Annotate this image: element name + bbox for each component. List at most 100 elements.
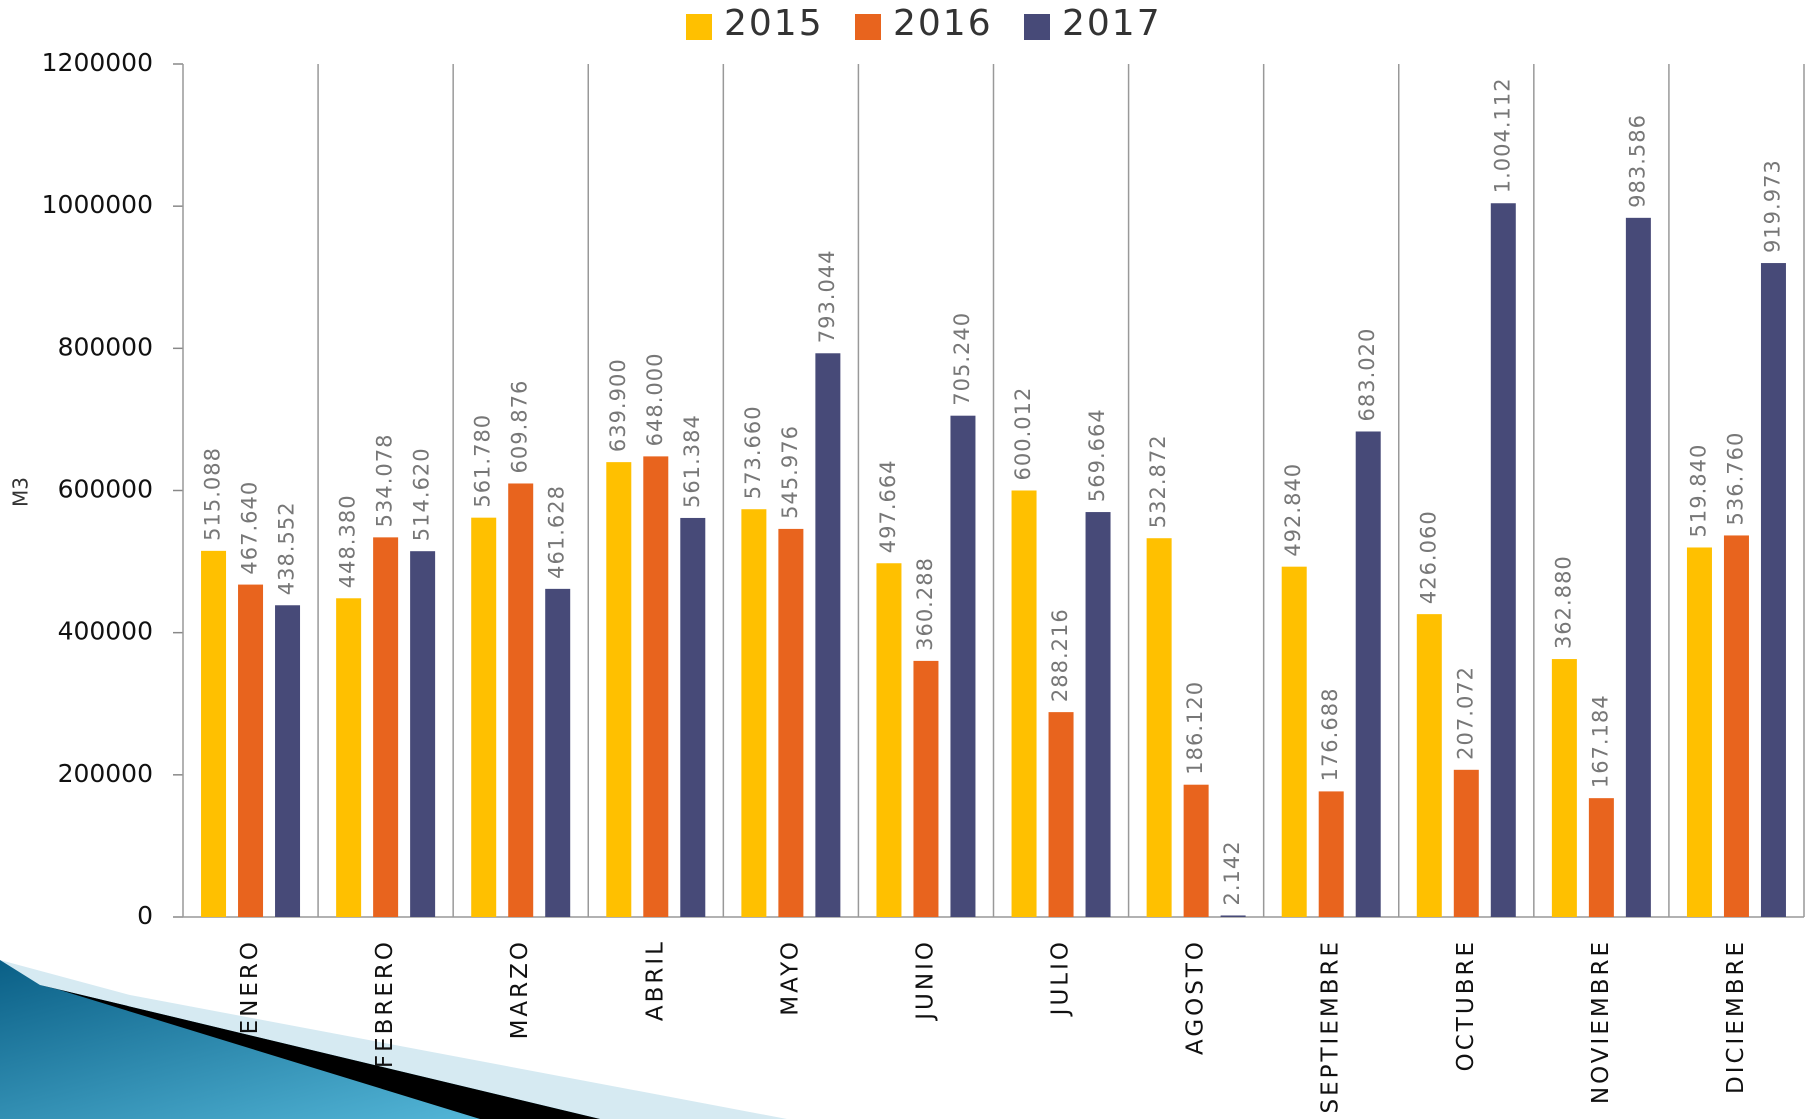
bar (238, 584, 264, 917)
bar (1220, 915, 1246, 917)
data-label: 683.020 (1355, 328, 1379, 422)
x-tick-label: DICIEMBRE (1723, 939, 1749, 1094)
data-label: 515.088 (201, 447, 225, 541)
data-label: 573.660 (741, 405, 765, 499)
bar (1551, 659, 1577, 917)
x-tick-label: MAYO (777, 939, 803, 1016)
bar (1490, 203, 1516, 917)
bar (1453, 769, 1479, 917)
bar (1625, 217, 1651, 917)
x-tick-label: AGOSTO (1183, 939, 1209, 1055)
y-tick-label: 1200000 (42, 48, 153, 77)
data-label: 600.012 (1011, 387, 1035, 481)
data-label: 497.664 (876, 459, 900, 553)
bar (913, 660, 939, 917)
data-label: 288.216 (1048, 608, 1072, 702)
bar (1416, 614, 1442, 917)
bar (876, 563, 902, 917)
x-tick-label: SEPTIEMBRE (1318, 939, 1344, 1114)
decor-blue (0, 960, 600, 1119)
data-label: 207.072 (1453, 666, 1477, 760)
data-label: 448.380 (336, 494, 360, 588)
data-label: 561.780 (471, 414, 495, 508)
y-tick-label: 1000000 (42, 190, 153, 219)
data-label: 534.078 (373, 434, 397, 528)
data-label: 536.760 (1723, 432, 1747, 526)
data-label: 639.900 (606, 358, 630, 452)
data-label: 532.872 (1146, 434, 1170, 528)
bar (1146, 538, 1172, 917)
x-tick-label: JULIO (1048, 939, 1074, 1017)
data-label: 609.876 (508, 380, 532, 474)
data-label: 186.120 (1183, 681, 1207, 775)
bar (373, 537, 399, 917)
legend-label: 2017 (1062, 3, 1162, 44)
bar (545, 588, 571, 917)
x-tick-label: MARZO (507, 939, 533, 1039)
legend-swatch (1024, 14, 1050, 40)
data-label: 438.552 (275, 501, 299, 595)
bar (1355, 431, 1381, 917)
bar (1281, 566, 1307, 917)
legend-label: 2015 (724, 3, 824, 44)
bar (275, 605, 301, 917)
decor-black (40, 985, 600, 1119)
bar (1318, 791, 1344, 917)
y-tick-label: 400000 (58, 617, 153, 646)
legend-swatch (686, 14, 712, 40)
bar (1183, 784, 1209, 917)
data-label: 561.384 (680, 414, 704, 508)
bar (643, 456, 669, 917)
bar (815, 353, 841, 917)
bar (1588, 798, 1614, 917)
bar (1085, 512, 1111, 917)
legend-label: 2016 (893, 3, 993, 44)
data-label: 1.004.112 (1490, 77, 1514, 193)
bar (606, 462, 632, 917)
x-tick-label: FEBRERO (372, 939, 398, 1068)
data-label: 467.640 (238, 481, 262, 575)
y-tick-label: 800000 (58, 332, 153, 361)
bar (336, 598, 362, 917)
data-label: 793.044 (815, 249, 839, 343)
x-tick-label: ENERO (237, 939, 263, 1034)
data-label: 176.688 (1318, 688, 1342, 782)
x-tick-label: JUNIO (912, 939, 938, 1022)
bar (950, 415, 976, 917)
x-tick-label: NOVIEMBRE (1588, 939, 1614, 1104)
data-label: 461.628 (545, 485, 569, 579)
data-label: 648.000 (643, 353, 667, 447)
bar (201, 550, 227, 917)
data-label: 426.060 (1416, 510, 1440, 604)
bar (741, 509, 767, 917)
bar (1686, 547, 1712, 917)
bar (1011, 490, 1037, 917)
y-tick-label: 600000 (58, 475, 153, 504)
bar (410, 551, 436, 917)
data-label: 2.142 (1220, 840, 1244, 905)
data-label: 514.620 (410, 447, 434, 541)
bar (680, 517, 706, 917)
bar (1723, 535, 1749, 917)
data-label: 919.973 (1760, 159, 1784, 253)
data-label: 569.664 (1085, 408, 1109, 502)
data-label: 519.840 (1686, 444, 1710, 538)
data-label: 492.840 (1281, 463, 1305, 557)
bar (1760, 263, 1786, 918)
x-tick-label: ABRIL (642, 939, 668, 1021)
bar (778, 528, 804, 917)
data-label: 362.880 (1551, 555, 1575, 649)
y-tick-label: 0 (137, 901, 153, 930)
data-label: 167.184 (1588, 694, 1612, 788)
legend-swatch (855, 14, 881, 40)
y-tick-label: 200000 (58, 759, 153, 788)
data-label: 545.976 (778, 425, 802, 519)
bar (1048, 712, 1074, 917)
y-axis-label: M3 (9, 477, 33, 507)
x-tick-label: OCTUBRE (1453, 939, 1479, 1071)
data-label: 360.288 (913, 557, 937, 651)
bar (471, 517, 497, 917)
data-label: 983.586 (1625, 114, 1649, 208)
bar (508, 483, 534, 917)
